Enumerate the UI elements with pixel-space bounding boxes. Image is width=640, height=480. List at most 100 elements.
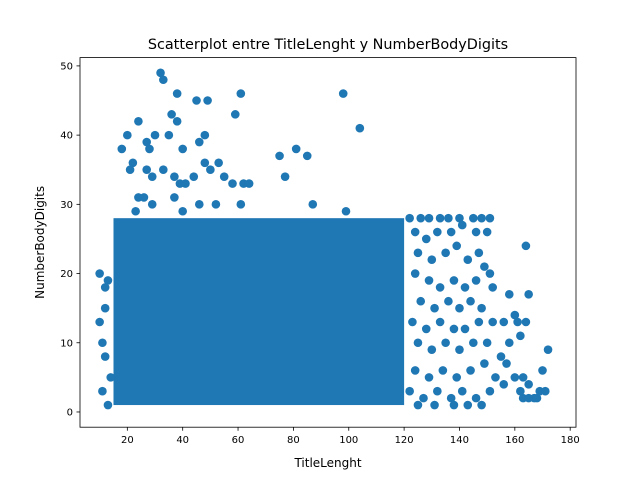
data-point	[147, 172, 157, 181]
data-point	[496, 352, 506, 361]
data-point	[446, 393, 456, 403]
y-tick-label: 40	[60, 131, 73, 142]
data-point	[477, 213, 486, 223]
data-point	[466, 366, 475, 375]
data-point	[203, 96, 212, 105]
data-point	[455, 303, 464, 313]
data-point	[438, 366, 448, 375]
data-point	[172, 89, 182, 98]
data-point	[147, 200, 157, 209]
data-point	[491, 373, 500, 382]
data-point	[435, 283, 445, 292]
data-point	[441, 338, 450, 348]
data-point	[449, 324, 459, 334]
data-point	[230, 110, 240, 119]
data-point	[302, 151, 312, 161]
data-point	[413, 400, 423, 410]
data-point	[485, 386, 495, 396]
data-point	[413, 338, 423, 348]
data-point	[408, 317, 417, 327]
data-point	[480, 262, 489, 271]
data-point	[194, 200, 204, 209]
data-point	[100, 303, 110, 313]
x-axis-label: TitleLenght	[293, 456, 361, 470]
x-axis: 20 40 60 80 100 120 140 160 180	[121, 427, 580, 446]
x-tick-label: 100	[339, 435, 358, 446]
data-point	[338, 89, 348, 98]
data-point	[131, 206, 140, 216]
data-point	[280, 172, 290, 181]
data-point	[103, 400, 113, 410]
data-point	[206, 165, 215, 175]
data-point	[123, 130, 132, 140]
x-tick-label: 40	[176, 435, 189, 446]
data-point	[488, 283, 497, 292]
x-tick-label: 180	[561, 435, 580, 446]
data-point	[446, 227, 456, 237]
data-point	[477, 303, 486, 313]
data-point	[424, 213, 434, 223]
y-tick-label: 10	[60, 338, 73, 349]
data-point	[504, 338, 514, 348]
plot-area	[95, 68, 553, 410]
data-point	[471, 393, 481, 403]
data-point	[466, 296, 475, 306]
chart-title: Scatterplot entre TitleLenght y NumberBo…	[148, 37, 508, 53]
points-layer	[95, 68, 553, 410]
data-point	[463, 255, 473, 265]
x-tick-label: 80	[287, 435, 300, 446]
data-point	[524, 379, 533, 389]
data-point	[98, 386, 107, 396]
data-point	[142, 137, 152, 147]
data-point	[524, 290, 533, 299]
y-tick-label: 20	[60, 269, 73, 280]
data-point	[463, 400, 473, 410]
data-point	[410, 227, 420, 237]
data-point	[457, 220, 467, 230]
data-point	[164, 130, 174, 140]
data-point	[200, 158, 210, 168]
data-point	[518, 373, 528, 382]
data-point	[95, 317, 104, 327]
plot-frame	[79, 57, 577, 428]
data-point	[452, 241, 462, 251]
data-point	[228, 179, 237, 188]
data-point	[469, 338, 478, 348]
data-point	[427, 345, 437, 354]
data-point	[433, 386, 442, 396]
data-point	[178, 206, 187, 216]
data-point	[355, 123, 365, 133]
data-point	[516, 386, 525, 396]
data-point	[427, 255, 437, 265]
data-point	[532, 393, 542, 403]
data-point	[150, 130, 160, 140]
data-point	[125, 165, 135, 175]
data-point	[510, 373, 520, 382]
data-point	[405, 213, 414, 223]
data-point	[421, 324, 431, 334]
data-point	[460, 283, 470, 292]
data-point	[194, 137, 204, 147]
data-point	[142, 165, 152, 175]
data-point	[95, 269, 104, 278]
data-point	[100, 352, 110, 361]
data-point	[244, 179, 254, 188]
data-point	[543, 345, 553, 354]
data-point	[516, 331, 525, 341]
data-point	[117, 144, 127, 154]
x-tick-label: 60	[232, 435, 245, 446]
data-point	[192, 96, 201, 105]
data-point	[106, 373, 116, 382]
data-point	[128, 158, 138, 168]
data-point	[485, 213, 495, 223]
data-point	[488, 317, 497, 327]
x-tick-label: 140	[450, 435, 469, 446]
data-point	[510, 310, 520, 320]
data-point	[477, 400, 486, 410]
data-point	[449, 400, 459, 410]
data-point	[457, 386, 467, 396]
data-point	[410, 366, 420, 375]
data-point	[236, 200, 246, 209]
data-point	[159, 75, 168, 85]
data-point	[424, 373, 434, 382]
